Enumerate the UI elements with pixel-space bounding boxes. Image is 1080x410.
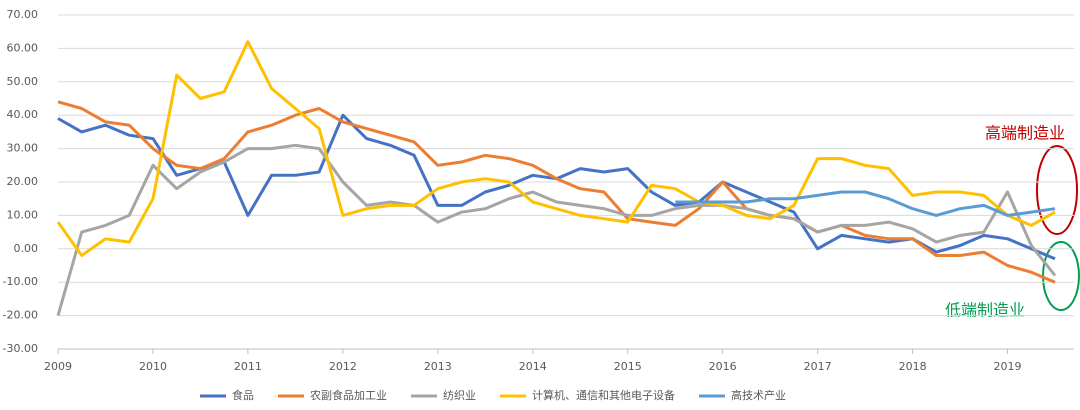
x-tick-label: 2016 [709,360,737,373]
x-tick-label: 2018 [899,360,927,373]
x-tick-label: 2012 [329,360,357,373]
y-tick-label: 40.00 [7,108,39,121]
x-tick-label: 2013 [424,360,452,373]
y-tick-label: -10.00 [3,275,38,288]
legend-label: 农副食品加工业 [310,388,387,402]
series-line [56,40,1056,257]
x-tick-label: 2019 [994,360,1022,373]
y-tick-label: 20.00 [7,175,39,188]
x-tick-label: 2014 [519,360,547,373]
y-tick-label: 10.00 [7,208,39,221]
series-line [675,190,1056,217]
legend-label: 计算机、通信和其他电子设备 [532,388,675,402]
series-line [56,143,1057,317]
highlight-ellipse [1042,241,1080,311]
annotation: 高端制造业 [985,124,1065,143]
x-tick-label: 2009 [44,360,72,373]
y-tick-label: -30.00 [3,342,38,355]
y-tick-label: 30.00 [7,142,39,155]
highlight-ellipse [1036,145,1078,235]
x-tick-label: 2015 [614,360,642,373]
legend-label: 纺织业 [443,388,476,402]
legend-label: 高技术产业 [731,388,786,402]
annotation: 低端制造业 [945,301,1025,320]
y-tick-label: 60.00 [7,41,39,54]
plot: -30.00 -20.00 -10.00 0.00 10.00 20.00 30.00 40.… [3,8,1074,402]
series-line [57,100,1056,284]
y-tick-label: 50.00 [7,75,39,88]
y-tick-label: -20.00 [3,309,38,322]
y-tick-label: 70.00 [7,8,39,21]
legend-label: 食品 [232,388,254,402]
x-tick-label: 2011 [234,360,262,373]
y-tick-label: 0.00 [14,242,39,255]
x-tick-label: 2010 [139,360,167,373]
x-tick-label: 2017 [804,360,832,373]
